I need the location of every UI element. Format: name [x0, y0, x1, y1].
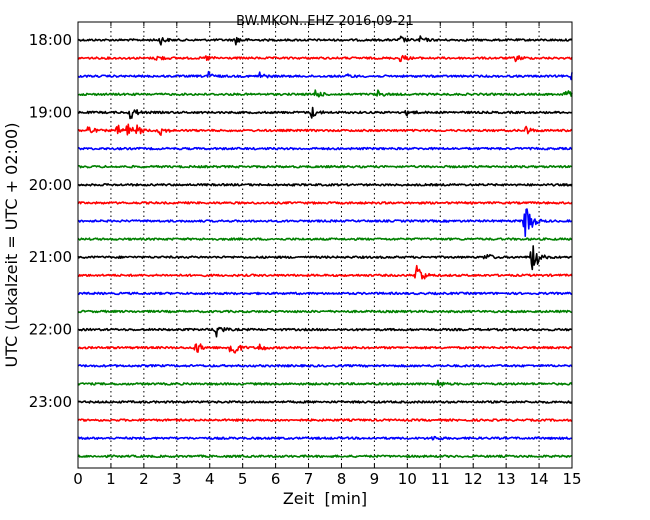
- seismic-trace: [77, 379, 573, 387]
- x-tick-label: 9: [370, 470, 380, 488]
- x-tick-label: 2: [139, 470, 149, 488]
- traces: [77, 35, 573, 459]
- seismic-trace: [77, 70, 573, 81]
- x-tick-label: 5: [238, 470, 248, 488]
- seismic-trace: [77, 454, 573, 459]
- y-tick-label: 21:00: [29, 248, 72, 266]
- x-tick-label: 6: [271, 470, 281, 488]
- seismic-trace: [77, 35, 573, 46]
- x-axis-tick-labels: 0 1 2 3 4 5 6 7 8 9 10 11 12 13 14 15: [73, 470, 581, 488]
- y-tick-label: 22:00: [29, 321, 72, 339]
- seismic-trace: [77, 309, 573, 314]
- seismic-trace: [77, 164, 573, 169]
- seismic-trace: [77, 183, 573, 187]
- y-tick-label: 18:00: [29, 31, 72, 49]
- seismic-trace: [77, 201, 573, 205]
- plot-frame: [77, 21, 573, 469]
- x-tick-label: 15: [562, 470, 581, 488]
- x-tick-label: 4: [205, 470, 215, 488]
- seismic-trace: [77, 237, 573, 241]
- seismic-trace: [77, 54, 573, 63]
- x-tick-label: 0: [73, 470, 83, 488]
- seismic-trace: [77, 146, 573, 151]
- seismic-trace: [77, 123, 573, 136]
- seismic-trace: [77, 326, 573, 338]
- seismic-trace: [77, 245, 573, 271]
- axis-ticks: [77, 22, 573, 468]
- seismic-trace: [77, 364, 573, 368]
- x-tick-label: 1: [106, 470, 116, 488]
- seismic-trace: [77, 106, 573, 120]
- plot-area: [77, 21, 573, 469]
- y-tick-label: 19:00: [29, 103, 72, 121]
- y-tick-label: 23:00: [29, 393, 72, 411]
- seismic-trace: [77, 435, 573, 441]
- seismic-trace: [77, 418, 573, 422]
- y-axis-tick-labels: 18:00 19:00 20:00 21:00 22:00 23:00: [29, 31, 72, 411]
- seismic-trace: [77, 89, 573, 98]
- seismic-trace: [77, 400, 573, 404]
- x-tick-label: 11: [431, 470, 450, 488]
- x-tick-label: 13: [497, 470, 516, 488]
- x-tick-label: 10: [398, 470, 417, 488]
- x-tick-label: 3: [172, 470, 182, 488]
- y-axis-label: UTC (Lokalzeit = UTC + 02:00): [2, 123, 21, 368]
- x-tick-label: 12: [464, 470, 483, 488]
- x-tick-label: 14: [530, 470, 549, 488]
- x-tick-label: 7: [304, 470, 314, 488]
- x-tick-label: 8: [337, 470, 347, 488]
- y-tick-label: 20:00: [29, 176, 72, 194]
- seismic-trace: [77, 343, 573, 354]
- seismic-trace: [77, 264, 573, 280]
- seismic-trace: [78, 208, 573, 238]
- seismic-trace: [77, 291, 573, 296]
- x-axis-label: Zeit [min]: [283, 489, 367, 508]
